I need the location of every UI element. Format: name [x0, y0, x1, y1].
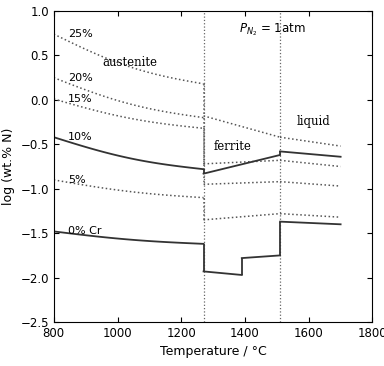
Text: liquid: liquid: [297, 115, 330, 128]
Text: austenite: austenite: [103, 56, 158, 69]
Text: $\mathit{P}_{N_2}$ = 1atm: $\mathit{P}_{N_2}$ = 1atm: [239, 22, 306, 38]
Y-axis label: log (wt.% N): log (wt.% N): [2, 128, 15, 205]
X-axis label: Temperature / °C: Temperature / °C: [160, 346, 266, 358]
Text: 25%: 25%: [68, 29, 93, 39]
Text: 20%: 20%: [68, 72, 93, 83]
Text: 0% Cr: 0% Cr: [68, 227, 102, 236]
Text: ferrite: ferrite: [213, 139, 251, 153]
Text: 15%: 15%: [68, 94, 93, 104]
Text: 10%: 10%: [68, 132, 93, 142]
Text: 5%: 5%: [68, 175, 86, 185]
